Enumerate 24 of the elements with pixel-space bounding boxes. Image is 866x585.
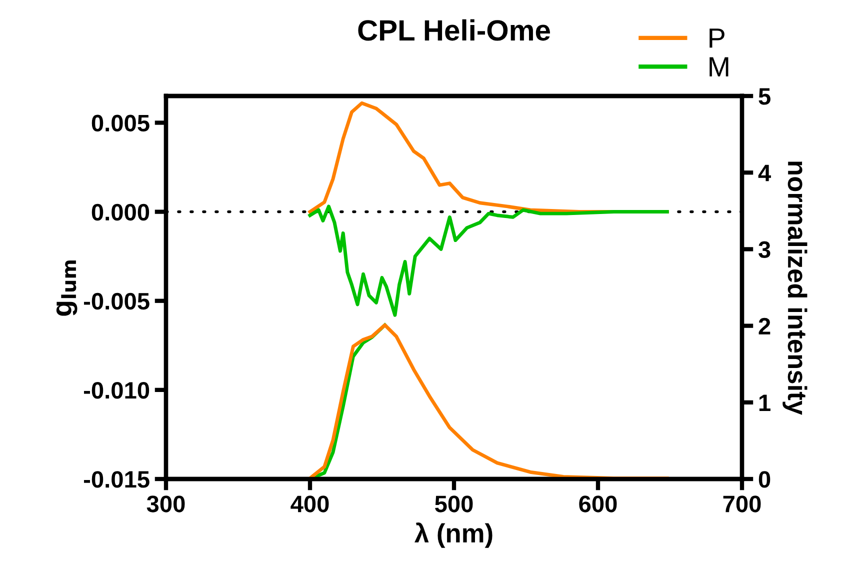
y-tick-label: -0.015 [84,471,150,488]
y-tick-label: -0.010 [84,382,150,399]
legend-label: M [710,57,728,76]
x-tick-label: 600 [579,496,617,512]
y2-tick-label: 3 [758,241,770,258]
line-series [308,323,669,479]
y-tick-label: -0.005 [84,292,150,310]
y2-tick-label: 5 [758,88,770,105]
x-tick-label: 400 [290,496,329,512]
legend-label: P [710,28,724,48]
y2-axis-title: normalized intensity [782,162,808,415]
line-series [308,204,669,317]
y2-tick-label: 1 [759,394,770,411]
y-axis-title: g$_{lum}$ [56,260,78,316]
y-tick-label: 0.005 [92,114,150,132]
x-tick-label: 700 [723,496,761,512]
x-axis-title: λ (nm) [414,522,492,548]
y-tick-label: 0.000 [92,204,150,221]
x-tick-label: 500 [435,496,473,512]
y2-tick-label: 0 [758,471,770,488]
chart-title: CPL Heli-Ome [358,19,550,41]
x-tick-label: 300 [146,496,185,512]
y2-tick-label: 2 [758,318,770,334]
y2-tick-label: 4 [758,164,771,182]
